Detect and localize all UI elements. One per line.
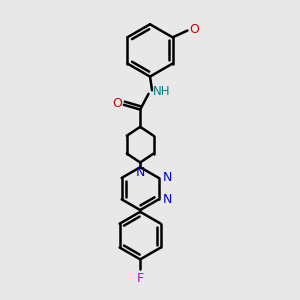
Text: NH: NH	[153, 85, 170, 98]
Text: O: O	[112, 98, 122, 110]
Text: F: F	[136, 272, 144, 285]
Text: N: N	[136, 166, 145, 179]
Text: N: N	[163, 194, 172, 206]
Text: O: O	[189, 23, 199, 36]
Text: N: N	[163, 171, 172, 184]
